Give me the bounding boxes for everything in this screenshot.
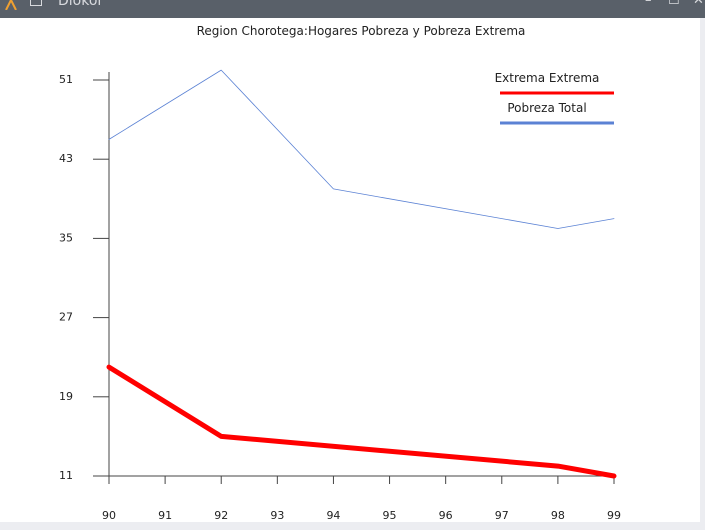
app-logo-icon [5, 0, 17, 10]
series-line-extrema [106, 364, 617, 479]
window-title: Diokol [58, 0, 102, 9]
chart-axes: 11 19 27 35 43 51 90 91 92 93 94 95 96 97 98 99 [59, 72, 621, 522]
legend-label: Extrema Extrema [495, 71, 600, 85]
x-tick-label: 91 [158, 509, 172, 522]
chart-title: Region Chorotega:Hogares Pobreza y Pobre… [197, 24, 526, 38]
legend: Extrema Extrema Pobreza Total [495, 71, 614, 125]
line-chart: Region Chorotega:Hogares Pobreza y Pobre… [59, 24, 621, 522]
title-bar: Diokol – ☐ ✕ [0, 0, 705, 18]
x-tick-label: 93 [270, 509, 284, 522]
x-tick-label: 94 [326, 509, 340, 522]
x-tick-label: 90 [102, 509, 116, 522]
x-tick-label: 97 [495, 509, 509, 522]
y-tick-label: 35 [59, 231, 73, 244]
series-layer [106, 69, 617, 479]
y-tick-label: 27 [59, 311, 73, 324]
x-tick-label: 95 [383, 509, 397, 522]
legend-label: Pobreza Total [507, 101, 586, 115]
minimize-button[interactable]: – [645, 0, 652, 8]
y-tick-label: 11 [59, 469, 73, 482]
y-tick-label: 19 [59, 390, 73, 403]
series-line-pobreza [108, 69, 615, 229]
maximize-button[interactable]: ☐ [668, 0, 680, 8]
y-tick-label: 43 [59, 152, 73, 165]
x-tick-label: 99 [607, 509, 621, 522]
close-button[interactable]: ✕ [693, 0, 704, 8]
chart-panel: Region Chorotega:Hogares Pobreza y Pobre… [0, 18, 700, 522]
x-tick-label: 96 [439, 509, 453, 522]
x-tick-label: 92 [214, 509, 228, 522]
y-tick-label: 51 [59, 73, 73, 86]
x-tick-label: 98 [551, 509, 565, 522]
window-menu-icon[interactable] [30, 0, 42, 6]
